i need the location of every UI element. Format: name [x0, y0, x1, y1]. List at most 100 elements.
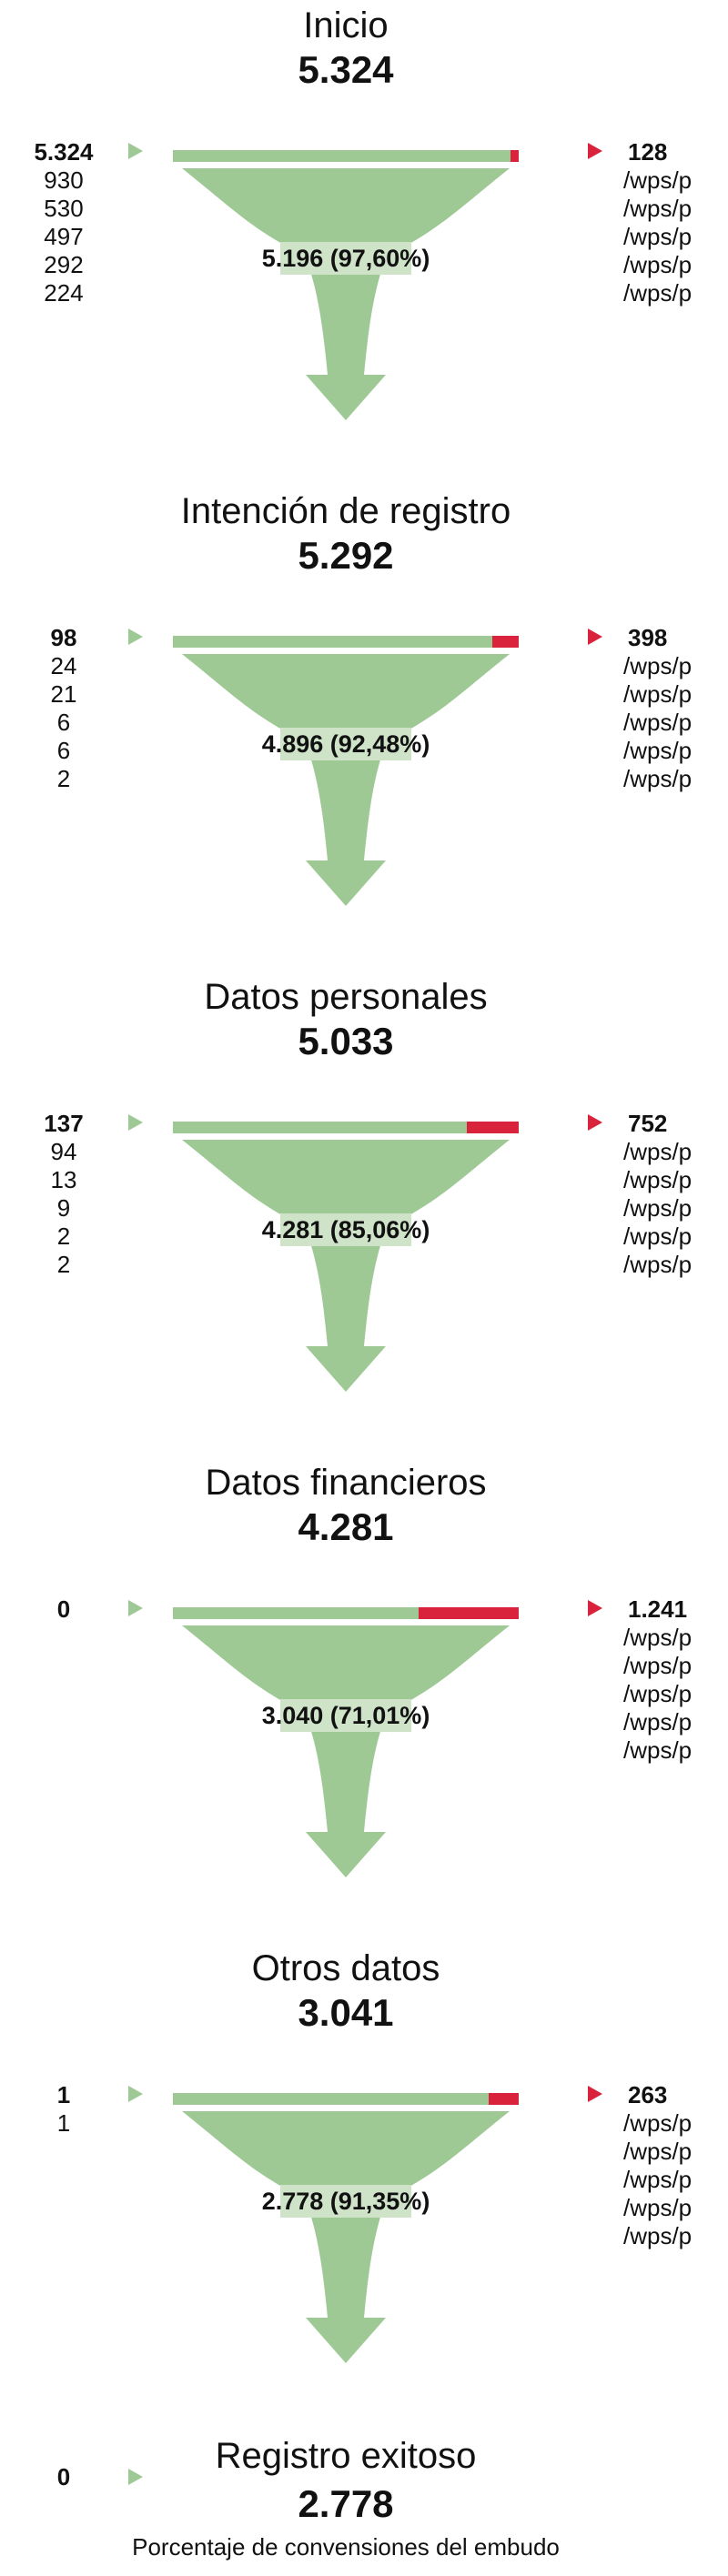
entrance-value: 9	[56, 1194, 71, 1222]
stage-title: Intención de registro	[180, 491, 511, 531]
funnel-stage: Datos financieros 4.281 0 1.241/wps/p/wps/p…	[0, 1457, 728, 1943]
entrance-value: 98	[50, 624, 77, 651]
funnel-body	[182, 1625, 510, 1877]
exit-page: /wps/p	[623, 2166, 693, 2193]
funnel-stage: Otros datos 3.041 1 1 263/wps/p/wps/p/wps/p /…	[0, 1943, 728, 2429]
exit-page: /wps/p	[623, 2138, 693, 2165]
continued-label: 4.896 (92,48%)	[261, 730, 430, 758]
entrance-value: 0	[56, 1595, 71, 1623]
exits-list: 128/wps/p/wps/p/wps/p/wps/p/wps/p	[623, 138, 723, 307]
exit-page: /wps/p	[623, 737, 693, 764]
exit-page: /wps/p	[623, 279, 693, 307]
exit-bar	[467, 1122, 519, 1133]
continued-label: 2.778 (91,35%)	[261, 2188, 430, 2215]
final-stage-entrances: 0	[56, 2463, 71, 2490]
funnel-graphic	[173, 636, 519, 906]
entrance-value: 930	[44, 166, 84, 194]
entrance-arrow-icon	[128, 1114, 143, 1131]
funnel-label-band	[280, 1213, 411, 1246]
funnel-stage: Datos personales 5.033 137 94 13 9 2 2 752/wps/p…	[0, 971, 728, 1457]
exit-arrow-icon	[588, 629, 602, 645]
exit-page: /wps/p	[623, 1251, 693, 1278]
funnel-label-band	[280, 242, 411, 275]
exits-list: 752/wps/p/wps/p/wps/p/wps/p/wps/p	[623, 1110, 723, 1279]
stage-title: Inicio	[303, 5, 389, 45]
exit-page: /wps/p	[623, 1138, 693, 1165]
exit-bar	[492, 636, 519, 648]
entrance-value: 497	[44, 223, 84, 250]
entrance-value: 2	[56, 1223, 71, 1250]
exit-bar	[489, 2093, 519, 2105]
funnel-stage: Intención de registro 5.292 98 24 21 6 6 2 398/w…	[0, 486, 728, 971]
entrance-value: 2	[56, 765, 71, 792]
exit-page: /wps/p	[623, 652, 693, 679]
final-entrance-arrow-icon	[128, 2469, 143, 2485]
funnel-body	[182, 168, 510, 420]
stage-total: 4.281	[298, 1505, 394, 1548]
exit-page: /wps/p	[623, 1624, 693, 1651]
exit-page: /wps/p	[623, 251, 693, 278]
funnel-body	[182, 654, 510, 906]
entrance-arrow-icon	[128, 1600, 143, 1616]
entrance-value: 24	[50, 652, 77, 679]
entrance-arrow-icon	[128, 629, 143, 645]
exit-bar	[511, 150, 519, 162]
stage-total: 3.041	[298, 1991, 394, 2034]
exit-page: /wps/p	[623, 166, 693, 194]
exit-page: /wps/p	[623, 195, 693, 222]
entrance-value: 13	[50, 1166, 77, 1193]
exits-list: 1.241/wps/p/wps/p/wps/p/wps/p/wps/p	[623, 1595, 723, 1765]
funnel-body	[182, 2111, 510, 2363]
exit-page: /wps/p	[623, 1652, 693, 1679]
exit-page: /wps/p	[623, 1736, 693, 1764]
continued-bar	[173, 2093, 489, 2105]
funnel-label-band	[280, 728, 411, 760]
entrances-list: 137 94 13 9 2 2	[18, 1110, 109, 1279]
entrance-arrow-icon	[128, 2086, 143, 2102]
continued-bar	[173, 636, 492, 648]
exit-arrow-icon	[588, 1114, 602, 1131]
entrance-value: 6	[56, 737, 71, 764]
stage-title: Otros datos	[251, 1948, 440, 1988]
entrances-list: 0	[18, 1595, 109, 1624]
exits-list: 398/wps/p/wps/p/wps/p/wps/p/wps/p	[623, 624, 723, 793]
entrance-value: 1	[56, 2109, 71, 2137]
funnel-graphic	[173, 1122, 519, 1392]
funnel-graphic	[173, 150, 519, 420]
entrances-list: 5.324 930 530 497 292 224	[18, 138, 109, 307]
continued-bar	[173, 1607, 419, 1619]
entrance-value: 94	[50, 1138, 77, 1165]
entrance-value: 137	[44, 1110, 84, 1137]
exit-page: /wps/p	[623, 1708, 693, 1736]
exit-page: /wps/p	[623, 1223, 693, 1250]
final-stage-total: 2.778	[298, 2482, 394, 2525]
exit-count: 398	[628, 624, 668, 651]
entrance-value: 1	[56, 2081, 71, 2108]
entrance-arrow-icon	[128, 143, 143, 159]
exit-page: /wps/p	[623, 2222, 693, 2249]
funnel-graphic	[173, 2093, 519, 2363]
stage-title: Datos financieros	[205, 1463, 487, 1503]
entrances-list: 98 24 21 6 6 2	[18, 624, 109, 793]
exit-count: 128	[628, 138, 668, 166]
stage-title: Datos personales	[204, 977, 488, 1017]
final-stage-title: Registro exitoso	[215, 2436, 477, 2476]
funnel-label-band	[280, 2185, 411, 2218]
exits-list: 263/wps/p/wps/p/wps/p/wps/p/wps/p	[623, 2081, 723, 2250]
exit-bar	[419, 1607, 519, 1619]
exit-arrow-icon	[588, 2086, 602, 2102]
continued-label: 4.281 (85,06%)	[261, 1216, 430, 1243]
exit-arrow-icon	[588, 1600, 602, 1616]
entrance-value: 292	[44, 251, 84, 278]
funnel-footer-caption: Porcentaje de convensiones del embudo	[132, 2533, 560, 2561]
continued-bar	[173, 150, 511, 162]
exit-page: /wps/p	[623, 680, 693, 708]
exit-page: /wps/p	[623, 223, 693, 250]
entrance-value: 530	[44, 195, 84, 222]
continued-bar	[173, 1122, 467, 1133]
entrance-value: 224	[44, 279, 84, 307]
funnel-graphic	[173, 1607, 519, 1877]
continued-label: 3.040 (71,01%)	[261, 1702, 430, 1729]
stage-total: 5.292	[298, 534, 394, 577]
